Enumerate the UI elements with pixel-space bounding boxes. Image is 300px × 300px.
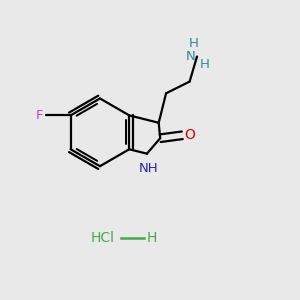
Text: O: O	[184, 128, 196, 142]
Text: H: H	[200, 58, 210, 71]
Text: HCl: HCl	[91, 231, 115, 245]
Text: H: H	[147, 231, 158, 245]
Text: N: N	[186, 50, 196, 63]
Text: NH: NH	[139, 162, 158, 175]
Text: H: H	[188, 37, 198, 50]
Text: F: F	[36, 109, 43, 122]
